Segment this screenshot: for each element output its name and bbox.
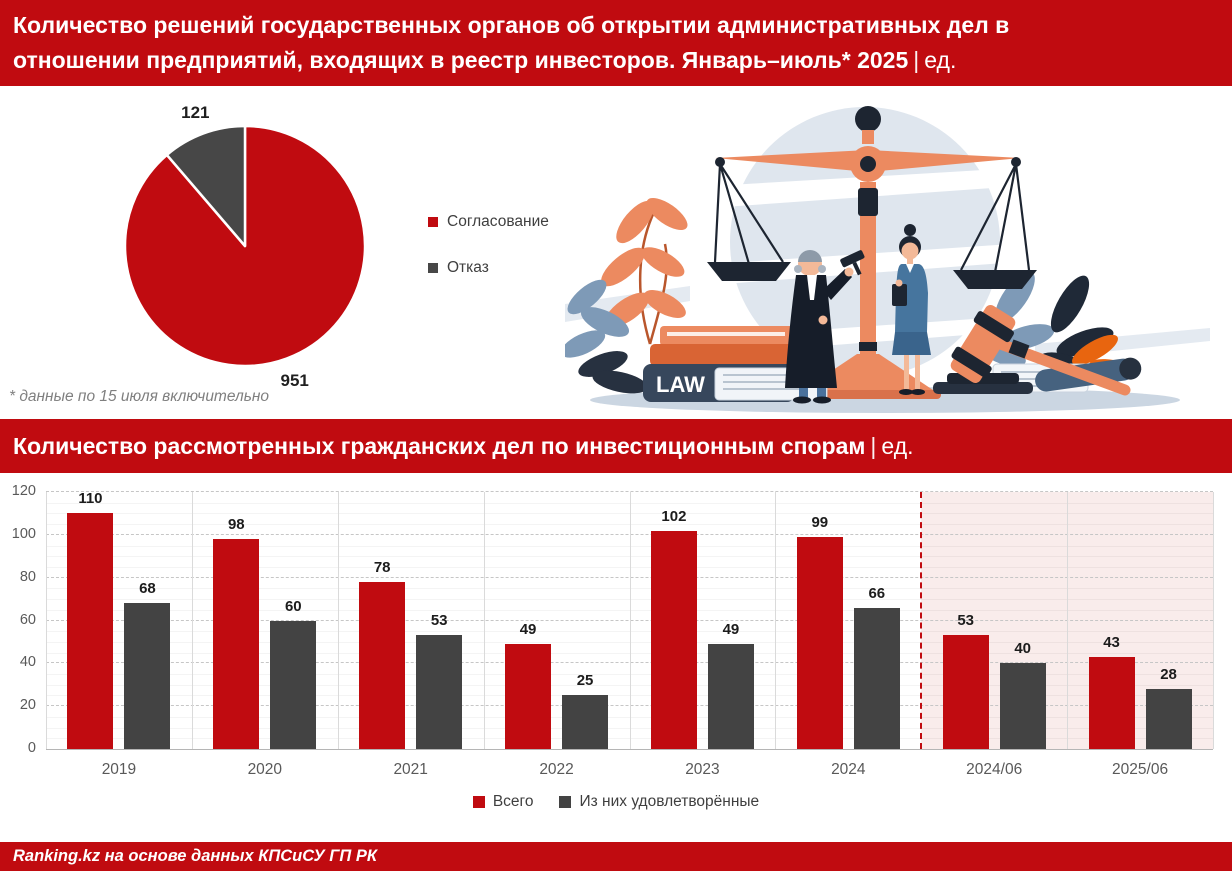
bar-total: [213, 539, 260, 749]
legend-swatch-satisfied: [559, 796, 572, 808]
bar-total: [67, 513, 114, 749]
gavel: [933, 305, 1142, 396]
x-tick-label: 2023: [685, 761, 720, 778]
bar-value-label: 99: [811, 513, 829, 531]
bar-satisfied: [562, 695, 609, 749]
legend-label-satisfied: Из них удовлетворённые: [579, 793, 760, 810]
page-title-text: Количество решений государственных орган…: [13, 12, 1010, 73]
bar-value-label: 110: [78, 490, 103, 508]
column-separator: [191, 492, 193, 749]
pie-value-label: 951: [281, 371, 309, 390]
woman-figure: [892, 224, 931, 395]
x-tick-label: 2020: [247, 761, 283, 778]
footer-band: Ranking.kz на основе данных КПСиСУ ГП РК: [0, 842, 1232, 871]
legend-item-total: Всего: [472, 793, 534, 811]
column-separator: [1213, 492, 1214, 749]
bar-value-label: 28: [1160, 666, 1177, 684]
bar-satisfied: [999, 663, 1046, 749]
pie-legend-item-approval: Согласование: [428, 213, 549, 231]
law-books: LAW: [643, 326, 828, 402]
legend-item-satisfied: Из них удовлетворённые: [559, 793, 759, 811]
bar-total: [942, 635, 989, 749]
pie-legend-label-approval: Согласование: [447, 213, 549, 230]
bar-value-label: 49: [519, 621, 537, 639]
bar-value-label: 49: [722, 621, 740, 639]
y-tick-label: 120: [11, 483, 36, 499]
judge-figure: [785, 250, 865, 404]
y-tick-label: 80: [19, 568, 36, 585]
right-scale-pan: [953, 270, 1037, 289]
y-tick-label: 40: [19, 654, 36, 671]
bar-chart-title-band: Количество рассмотренных гражданских дел…: [0, 419, 1232, 473]
footnote: * данные по 15 июля включительно: [9, 388, 269, 405]
x-axis-line: [46, 749, 1213, 750]
column-separator: [483, 492, 485, 749]
bar-value-label: 78: [373, 558, 391, 576]
bar-value-label: 66: [868, 584, 886, 602]
bar-title-unit: ед.: [881, 433, 914, 459]
y-tick-label: 20: [19, 697, 36, 714]
column-separator: [46, 492, 47, 749]
column-separator: [337, 492, 339, 749]
column-separator: [629, 492, 631, 749]
left-plants: [565, 197, 688, 394]
x-tick-label: 2019: [101, 761, 137, 778]
forecast-divider: [920, 492, 923, 749]
approvals-pie-chart: 951 121: [123, 103, 367, 390]
bar-chart-title: Количество рассмотренных гражданских дел…: [13, 433, 866, 459]
y-tick-label: 0: [27, 740, 36, 756]
bar-chart-legend: Всего Из них удовлетворённые: [0, 793, 1232, 811]
bar-value-label: 43: [1103, 633, 1120, 651]
pie-legend-label-refusal: Отказ: [447, 259, 489, 276]
legend-swatch-approval: [428, 217, 438, 227]
bar-title-separator: |: [870, 433, 877, 459]
column-separator: [775, 492, 777, 749]
x-tick-label: 2024/06: [966, 761, 1023, 778]
source-credit: Ranking.kz на основе данных КПСиСУ ГП РК: [13, 847, 377, 865]
bar-satisfied: [707, 644, 754, 749]
bar-total: [359, 581, 406, 749]
page-title: Количество решений государственных орган…: [13, 8, 1141, 78]
y-tick-label: 100: [11, 525, 36, 542]
bar-value-label: 60: [284, 597, 302, 615]
bar-total: [650, 530, 697, 749]
x-tick-label: 2021: [393, 761, 428, 778]
header-band: Количество решений государственных орган…: [0, 0, 1232, 86]
bar-satisfied: [1145, 689, 1192, 749]
bar-value-label: 40: [1014, 640, 1032, 658]
justice-illustration: LAW: [565, 106, 1210, 413]
pie-value-label: 121: [181, 103, 209, 122]
bar-satisfied: [270, 620, 317, 749]
bar-value-label: 68: [139, 580, 156, 598]
left-scale-pan: [707, 262, 791, 281]
bar-total: [505, 644, 552, 749]
bar-value-label: 102: [661, 507, 687, 525]
x-tick-label: 2025/06: [1112, 761, 1169, 778]
bar-satisfied: [416, 635, 463, 749]
pie-legend-item-refusal: Отказ: [428, 259, 489, 277]
bar-value-label: 25: [576, 672, 594, 690]
title-unit: ед.: [924, 47, 957, 73]
y-tick-label: 60: [19, 611, 36, 628]
legend-swatch-total: [472, 796, 485, 808]
bar-total: [796, 536, 843, 749]
bar-satisfied: [853, 607, 900, 749]
legend-swatch-refusal: [428, 263, 438, 273]
hand-gavel-icon: [840, 250, 865, 276]
bar-value-label: 53: [430, 612, 448, 630]
column-separator: [1067, 492, 1069, 749]
bar-total: [1088, 656, 1135, 749]
bar-value-label: 98: [227, 516, 245, 534]
x-tick-label: 2024: [831, 761, 866, 778]
title-separator: |: [913, 47, 920, 73]
pie-slice-1: [165, 124, 247, 248]
bar-satisfied: [124, 603, 171, 749]
bar-value-label: 53: [957, 612, 975, 630]
civil-cases-bar-chart: Всего Из них удовлетворённые 0 20 40 60 80 10…: [0, 473, 1232, 842]
x-tick-label: 2022: [539, 761, 574, 778]
gridline: [46, 491, 1213, 492]
law-book-label: LAW: [656, 372, 705, 397]
legend-label-total: Всего: [492, 793, 534, 810]
